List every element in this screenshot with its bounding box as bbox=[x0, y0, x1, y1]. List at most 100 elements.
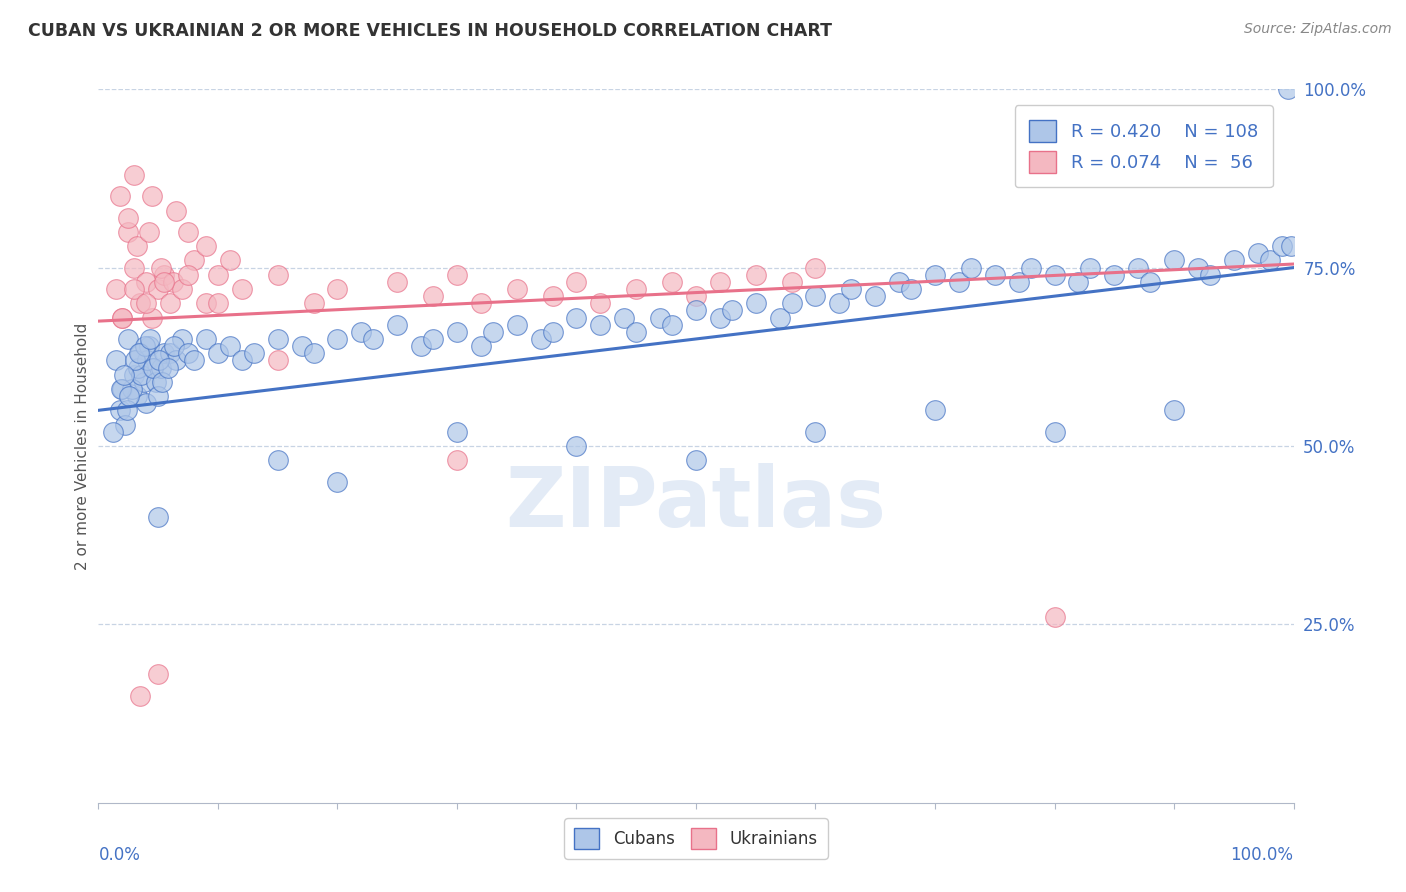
Point bbox=[1128, 260, 1150, 275]
Point bbox=[446, 425, 468, 439]
Point bbox=[1277, 82, 1299, 96]
Legend: Cubans, Ukrainians: Cubans, Ukrainians bbox=[564, 818, 828, 859]
Point bbox=[111, 382, 134, 396]
Point bbox=[159, 346, 181, 360]
Point bbox=[1198, 268, 1220, 282]
Point bbox=[128, 346, 150, 360]
Point bbox=[207, 296, 229, 310]
Point bbox=[139, 332, 162, 346]
Point bbox=[1043, 610, 1066, 624]
Point bbox=[125, 239, 148, 253]
Point bbox=[948, 275, 970, 289]
Point bbox=[129, 346, 152, 360]
Point bbox=[141, 189, 163, 203]
Point bbox=[148, 510, 170, 524]
Point bbox=[745, 268, 768, 282]
Point bbox=[446, 268, 468, 282]
Point bbox=[626, 325, 648, 339]
Point bbox=[446, 325, 468, 339]
Point bbox=[145, 375, 167, 389]
Point bbox=[135, 296, 157, 310]
Point bbox=[267, 268, 290, 282]
Point bbox=[231, 353, 253, 368]
Point bbox=[768, 310, 790, 325]
Point bbox=[101, 425, 124, 439]
Point bbox=[385, 275, 409, 289]
Point bbox=[828, 296, 851, 310]
Point bbox=[124, 353, 146, 368]
Point bbox=[541, 325, 564, 339]
Point bbox=[685, 453, 707, 467]
Point bbox=[1019, 260, 1042, 275]
Point bbox=[148, 667, 170, 681]
Point bbox=[1246, 246, 1268, 260]
Point bbox=[565, 439, 588, 453]
Point bbox=[231, 282, 253, 296]
Point bbox=[219, 339, 242, 353]
Point bbox=[149, 360, 172, 375]
Point bbox=[124, 260, 146, 275]
Point bbox=[138, 339, 160, 353]
Point bbox=[924, 403, 946, 417]
Point bbox=[177, 268, 200, 282]
Point bbox=[1279, 239, 1302, 253]
Point bbox=[841, 282, 863, 296]
Text: 0.0%: 0.0% bbox=[98, 846, 141, 863]
Point bbox=[709, 310, 731, 325]
Y-axis label: 2 or more Vehicles in Household: 2 or more Vehicles in Household bbox=[75, 322, 90, 570]
Point bbox=[804, 425, 827, 439]
Point bbox=[135, 396, 157, 410]
Point bbox=[1258, 253, 1281, 268]
Point bbox=[661, 275, 683, 289]
Point bbox=[302, 346, 325, 360]
Point bbox=[243, 346, 266, 360]
Point bbox=[194, 332, 218, 346]
Point bbox=[112, 368, 135, 382]
Point bbox=[150, 375, 173, 389]
Point bbox=[165, 203, 187, 218]
Point bbox=[589, 296, 612, 310]
Point bbox=[219, 253, 242, 268]
Point bbox=[159, 296, 181, 310]
Point bbox=[125, 389, 148, 403]
Point bbox=[114, 417, 136, 432]
Point bbox=[720, 303, 742, 318]
Text: ZIPatlas: ZIPatlas bbox=[506, 463, 886, 543]
Point bbox=[149, 260, 172, 275]
Point bbox=[290, 339, 312, 353]
Point bbox=[111, 310, 134, 325]
Point bbox=[110, 382, 132, 396]
Point bbox=[124, 368, 146, 382]
Point bbox=[105, 282, 128, 296]
Point bbox=[1043, 268, 1066, 282]
Point bbox=[780, 296, 803, 310]
Point bbox=[156, 360, 179, 375]
Point bbox=[326, 475, 349, 489]
Point bbox=[1271, 239, 1294, 253]
Point bbox=[470, 339, 492, 353]
Point bbox=[207, 346, 229, 360]
Text: 100.0%: 100.0% bbox=[1230, 846, 1294, 863]
Point bbox=[470, 296, 492, 310]
Point bbox=[111, 310, 134, 325]
Point bbox=[1007, 275, 1029, 289]
Point bbox=[117, 211, 139, 225]
Point bbox=[326, 332, 349, 346]
Point bbox=[709, 275, 731, 289]
Point bbox=[889, 275, 911, 289]
Point bbox=[411, 339, 433, 353]
Point bbox=[142, 360, 165, 375]
Point bbox=[924, 268, 946, 282]
Point bbox=[685, 289, 707, 303]
Point bbox=[529, 332, 551, 346]
Point bbox=[141, 360, 163, 375]
Point bbox=[648, 310, 672, 325]
Point bbox=[162, 275, 184, 289]
Point bbox=[177, 225, 200, 239]
Point bbox=[565, 310, 588, 325]
Point bbox=[541, 289, 564, 303]
Point bbox=[105, 353, 128, 368]
Point bbox=[506, 318, 529, 332]
Point bbox=[207, 268, 229, 282]
Text: CUBAN VS UKRAINIAN 2 OR MORE VEHICLES IN HOUSEHOLD CORRELATION CHART: CUBAN VS UKRAINIAN 2 OR MORE VEHICLES IN… bbox=[28, 22, 832, 40]
